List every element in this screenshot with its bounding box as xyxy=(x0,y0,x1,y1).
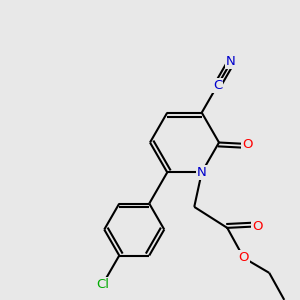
Text: N: N xyxy=(226,56,236,68)
Text: Cl: Cl xyxy=(96,278,109,291)
Text: N: N xyxy=(197,166,207,179)
Text: C: C xyxy=(213,79,222,92)
Text: O: O xyxy=(238,251,249,264)
Text: O: O xyxy=(242,137,253,151)
Text: O: O xyxy=(252,220,262,233)
